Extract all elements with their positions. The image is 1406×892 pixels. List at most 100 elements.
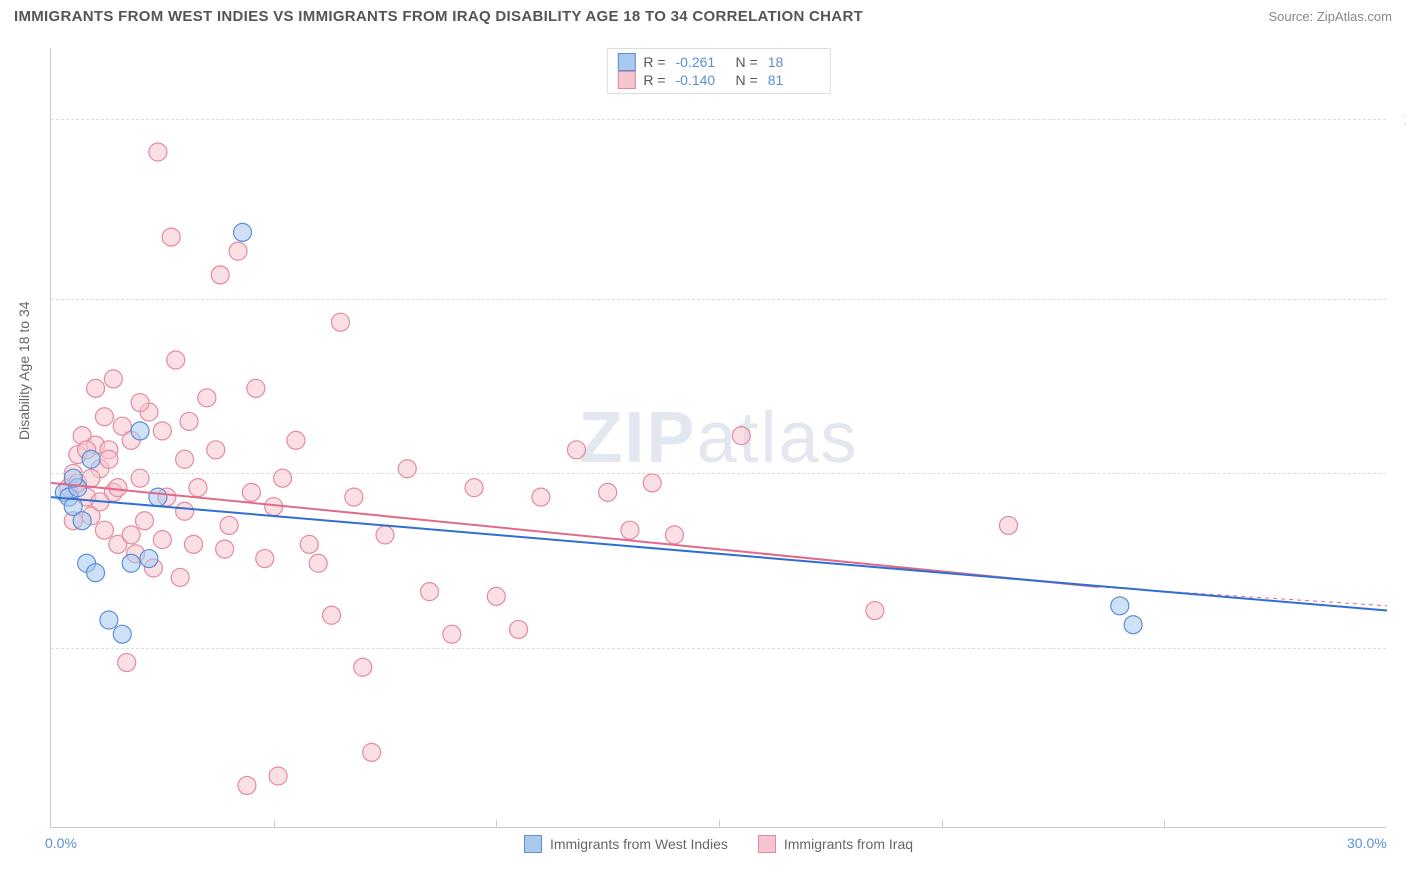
data-point-iraq [345,488,363,506]
data-point-iraq [665,526,683,544]
gridline-v [1164,820,1165,828]
data-point-iraq [189,479,207,497]
trend-line-west_indies [51,497,1387,610]
gridline-v [719,820,720,828]
gridline-h [51,299,1386,300]
swatch-west-indies [524,835,542,853]
data-point-iraq [242,483,260,501]
swatch-west-indies [617,53,635,71]
data-point-iraq [171,568,189,586]
data-point-iraq [87,379,105,397]
data-point-iraq [211,266,229,284]
data-point-iraq [167,351,185,369]
legend-item-west-indies: Immigrants from West Indies [524,835,728,853]
source-name: ZipAtlas.com [1317,9,1392,24]
data-point-iraq [323,606,341,624]
trend-line-iraq [51,483,1098,587]
data-point-west_indies [1124,616,1142,634]
data-point-iraq [247,379,265,397]
data-point-iraq [510,620,528,638]
data-point-west_indies [87,564,105,582]
data-point-iraq [95,408,113,426]
gridline-h [51,648,1386,649]
gridline-v [496,820,497,828]
chart-title: IMMIGRANTS FROM WEST INDIES VS IMMIGRANT… [14,8,863,25]
data-point-iraq [732,427,750,445]
data-point-iraq [176,502,194,520]
data-point-west_indies [82,450,100,468]
n-value-west-indies: 18 [768,54,820,70]
r-value-west-indies: -0.261 [676,54,728,70]
data-point-iraq [256,550,274,568]
data-point-west_indies [149,488,167,506]
data-point-iraq [180,412,198,430]
data-point-iraq [207,441,225,459]
correlation-legend: R = -0.261 N = 18 R = -0.140 N = 81 [606,48,830,94]
data-point-iraq [131,394,149,412]
legend-label-iraq: Immigrants from Iraq [784,836,913,852]
r-label: R = [643,54,665,70]
n-label: N = [736,54,758,70]
legend-label-west-indies: Immigrants from West Indies [550,836,728,852]
r-value-iraq: -0.140 [676,72,728,88]
source-label: Source: [1268,9,1316,24]
gridline-v [942,820,943,828]
data-point-iraq [95,521,113,539]
data-point-iraq [104,370,122,388]
data-point-iraq [118,654,136,672]
data-point-iraq [532,488,550,506]
data-point-iraq [363,743,381,761]
data-point-iraq [220,516,238,534]
plot-svg [51,48,1386,827]
data-point-iraq [398,460,416,478]
data-point-iraq [122,526,140,544]
x-tick-label: 30.0% [1347,835,1387,851]
data-point-iraq [131,469,149,487]
data-point-iraq [300,535,318,553]
data-point-iraq [269,767,287,785]
data-point-iraq [999,516,1017,534]
data-point-iraq [274,469,292,487]
data-point-iraq [376,526,394,544]
data-point-iraq [331,313,349,331]
data-point-west_indies [131,422,149,440]
data-point-west_indies [100,611,118,629]
data-point-west_indies [233,223,251,241]
gridline-v [274,820,275,828]
data-point-west_indies [122,554,140,572]
legend-row-iraq: R = -0.140 N = 81 [617,71,819,89]
data-point-iraq [153,422,171,440]
data-point-iraq [567,441,585,459]
data-point-iraq [229,242,247,260]
data-point-iraq [643,474,661,492]
data-point-iraq [621,521,639,539]
title-bar: IMMIGRANTS FROM WEST INDIES VS IMMIGRANT… [0,0,1406,29]
source-attribution: Source: ZipAtlas.com [1268,9,1392,24]
legend-item-iraq: Immigrants from Iraq [758,835,913,853]
data-point-iraq [185,535,203,553]
data-point-iraq [287,431,305,449]
data-point-iraq [109,479,127,497]
data-point-iraq [465,479,483,497]
swatch-iraq [758,835,776,853]
legend-row-west-indies: R = -0.261 N = 18 [617,53,819,71]
data-point-iraq [421,583,439,601]
r-label: R = [643,72,665,88]
data-point-iraq [599,483,617,501]
data-point-iraq [149,143,167,161]
gridline-h [51,119,1386,120]
data-point-iraq [487,587,505,605]
n-value-iraq: 81 [768,72,820,88]
data-point-iraq [866,602,884,620]
data-point-iraq [443,625,461,643]
data-point-iraq [176,450,194,468]
data-point-iraq [100,450,118,468]
data-point-iraq [216,540,234,558]
data-point-iraq [153,531,171,549]
n-label: N = [736,72,758,88]
series-legend: Immigrants from West Indies Immigrants f… [51,835,1386,853]
data-point-iraq [238,776,256,794]
y-axis-title: Disability Age 18 to 34 [16,301,32,440]
data-point-iraq [309,554,327,572]
chart-area: ZIPatlas R = -0.261 N = 18 R = -0.140 N … [50,48,1386,828]
